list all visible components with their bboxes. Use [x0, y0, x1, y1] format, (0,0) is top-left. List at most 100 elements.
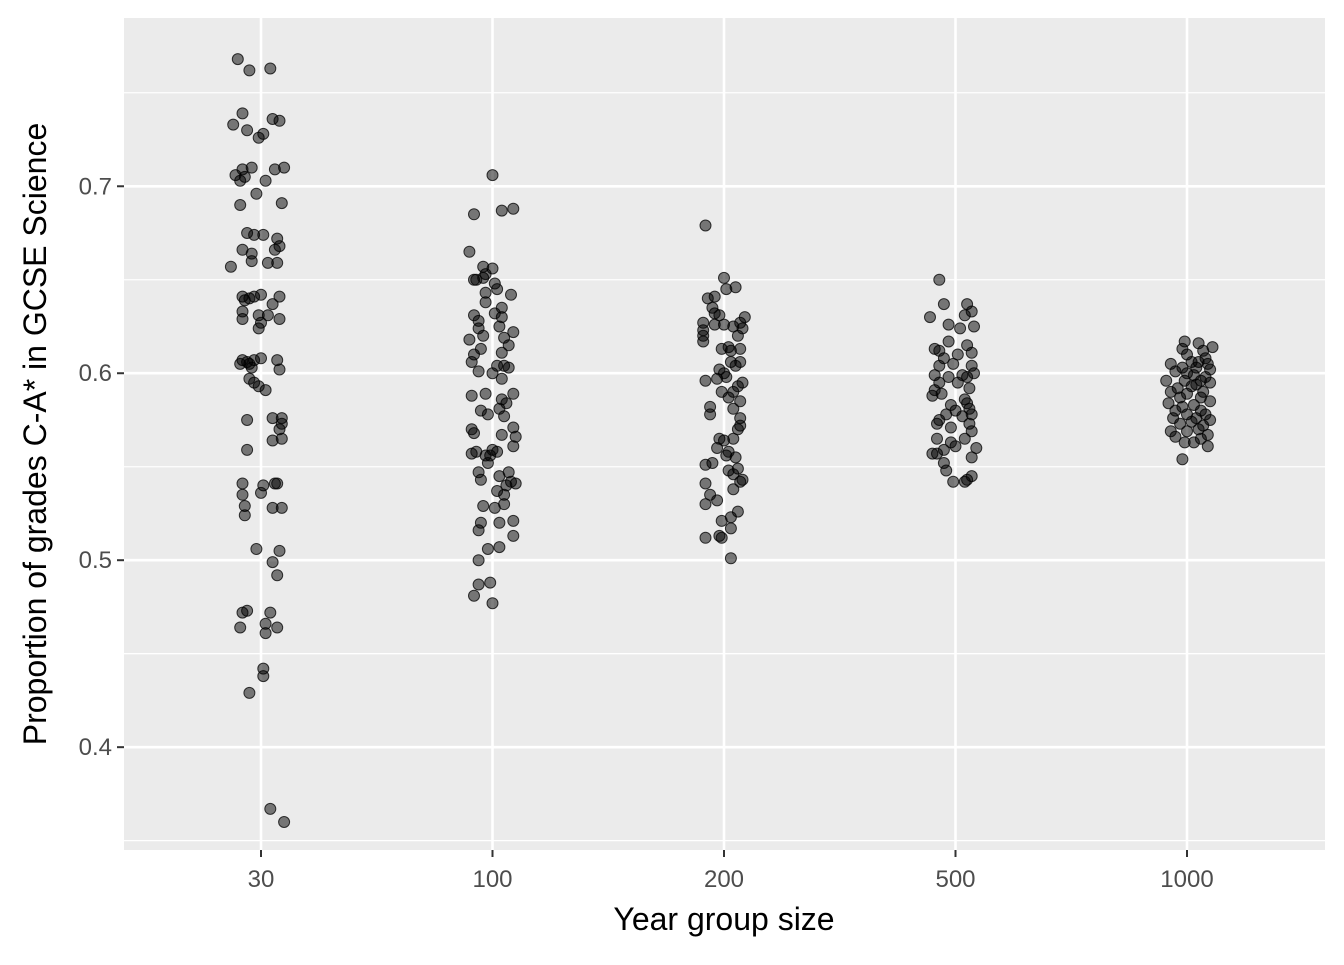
data-point [224, 260, 237, 273]
data-point [236, 606, 249, 619]
data-point [474, 473, 487, 486]
data-point [958, 309, 971, 322]
data-point [484, 576, 497, 589]
data-point [255, 288, 267, 301]
data-point [727, 432, 740, 445]
data-point [949, 440, 962, 453]
data-point [255, 352, 267, 365]
data-point [958, 475, 971, 488]
data-point [699, 219, 712, 232]
data-point [250, 187, 263, 200]
data-point [486, 367, 499, 380]
data-point [236, 477, 249, 490]
data-point [463, 245, 476, 258]
data-point [472, 578, 485, 591]
data-point [711, 442, 724, 454]
data-point [942, 371, 955, 383]
data-point [273, 363, 286, 376]
data-point [271, 621, 284, 634]
data-point [238, 509, 251, 522]
data-point [507, 202, 520, 215]
data-point [727, 402, 740, 415]
data-point [268, 477, 281, 490]
data-point [1204, 376, 1217, 389]
data-point [1185, 415, 1198, 428]
data-point [942, 335, 955, 348]
data-point [715, 531, 728, 544]
data-point [724, 552, 737, 565]
data-point [250, 543, 263, 555]
data-point [264, 62, 277, 75]
data-point [507, 514, 520, 527]
data-point [259, 384, 272, 397]
x-axis: 30 100 200 500 1000 [248, 850, 1214, 893]
y-tick-label: 0.6 [79, 360, 112, 387]
data-point [264, 802, 277, 815]
data-point [477, 500, 490, 512]
data-point [711, 372, 724, 385]
data-point [472, 554, 485, 567]
data-point [271, 256, 284, 269]
data-point [486, 169, 499, 182]
data-point [259, 627, 272, 640]
data-point [970, 442, 983, 454]
data-point [495, 204, 508, 217]
data-point [734, 395, 747, 408]
data-point [479, 387, 492, 400]
data-point [236, 107, 249, 120]
data-point [933, 273, 946, 286]
data-point [956, 410, 969, 423]
data-point [465, 356, 478, 368]
data-point [257, 670, 270, 683]
data-point [1204, 395, 1217, 408]
data-point [243, 686, 256, 699]
data-point [236, 488, 249, 501]
data-point [275, 197, 288, 210]
data-point [507, 326, 520, 339]
data-point [468, 208, 480, 221]
data-point [734, 342, 747, 355]
data-point [711, 494, 724, 507]
data-point [1176, 453, 1189, 466]
data-point [472, 524, 485, 537]
data-point [1178, 436, 1191, 449]
data-point [495, 346, 508, 359]
data-point [472, 365, 485, 378]
data-point [727, 468, 740, 481]
data-point [273, 544, 286, 557]
data-point [271, 569, 284, 582]
data-point [965, 346, 978, 359]
data-point [245, 361, 258, 374]
data-point [495, 372, 508, 385]
data-point [697, 335, 710, 348]
data-point [257, 127, 270, 140]
data-point [273, 240, 286, 253]
data-point [234, 199, 247, 211]
data-point [1201, 440, 1214, 453]
data-point [931, 447, 943, 460]
data-point [1181, 425, 1193, 438]
data-point [1169, 365, 1182, 378]
data-point [1162, 397, 1175, 410]
data-point [965, 425, 978, 438]
data-point [488, 501, 501, 514]
data-point [273, 290, 286, 303]
data-point [699, 531, 712, 544]
y-tick-label: 0.5 [79, 547, 112, 574]
x-tick-label: 500 [935, 866, 975, 893]
data-point [1160, 374, 1173, 387]
data-point [266, 556, 279, 569]
data-point [486, 262, 499, 275]
data-point [275, 432, 288, 445]
data-point [502, 339, 515, 352]
data-point [465, 447, 478, 460]
data-point [477, 329, 490, 342]
data-point [727, 483, 740, 496]
data-point [729, 359, 742, 372]
data-points [224, 53, 1219, 828]
data-point [248, 228, 261, 241]
data-point [731, 329, 744, 342]
data-point [278, 816, 291, 828]
data-point [255, 486, 267, 499]
data-point [236, 313, 249, 325]
